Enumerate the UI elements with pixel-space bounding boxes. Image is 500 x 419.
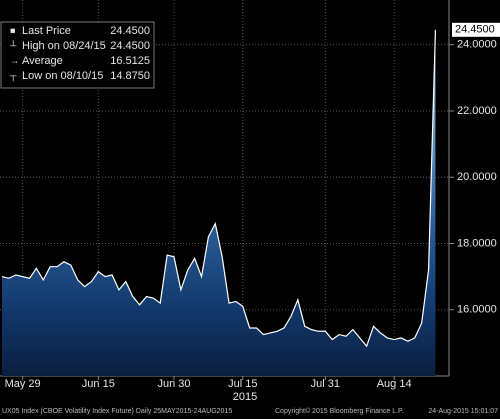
legend-label: Average [22, 55, 63, 67]
legend-icon: ┬ [9, 70, 17, 81]
x-tick-label: Jul 15 [228, 378, 257, 390]
legend-label: Low on 08/10/15 [22, 70, 103, 82]
plot-area [0, 0, 449, 377]
x-tick-label: May 29 [5, 378, 41, 390]
footer-text: 24-Aug-2015 15:01:07 [428, 408, 498, 415]
legend-value: 16.5125 [110, 55, 150, 67]
x-tick-label: Jun 15 [82, 378, 115, 390]
y-tick-label: 20.0000 [457, 171, 497, 183]
legend-icon: → [10, 55, 19, 65]
legend-value: 14.8750 [110, 70, 150, 82]
x-year-label: 2015 [233, 391, 257, 403]
last-price-tag [452, 22, 500, 37]
y-tick-label: 18.0000 [457, 237, 497, 249]
legend-icon: ┴ [9, 39, 17, 50]
last-price-label: 24.4500 [455, 24, 495, 36]
legend-value: 24.4500 [110, 25, 150, 37]
x-tick-label: Aug 14 [377, 378, 412, 390]
line [1, 29, 437, 348]
x-tick-label: Jun 30 [157, 378, 190, 390]
legend-label: Last Price [22, 25, 71, 37]
legend-icon: ■ [10, 25, 15, 35]
y-tick-label: 22.0000 [457, 105, 497, 117]
legend [0, 21, 155, 89]
footer-text: Copyright© 2015 Bloomberg Finance L.P. [275, 407, 404, 415]
y-tick-label: 24.0000 [457, 39, 497, 51]
x-tick-label: Jul 31 [311, 378, 340, 390]
area [2, 29, 436, 377]
legend-label: High on 08/24/15 [22, 40, 106, 52]
y-tick-label: 16.0000 [457, 304, 497, 316]
footer-text: UX05 Index (CBOE Volatility Index Future… [2, 408, 232, 415]
legend-value: 24.4500 [110, 40, 150, 52]
